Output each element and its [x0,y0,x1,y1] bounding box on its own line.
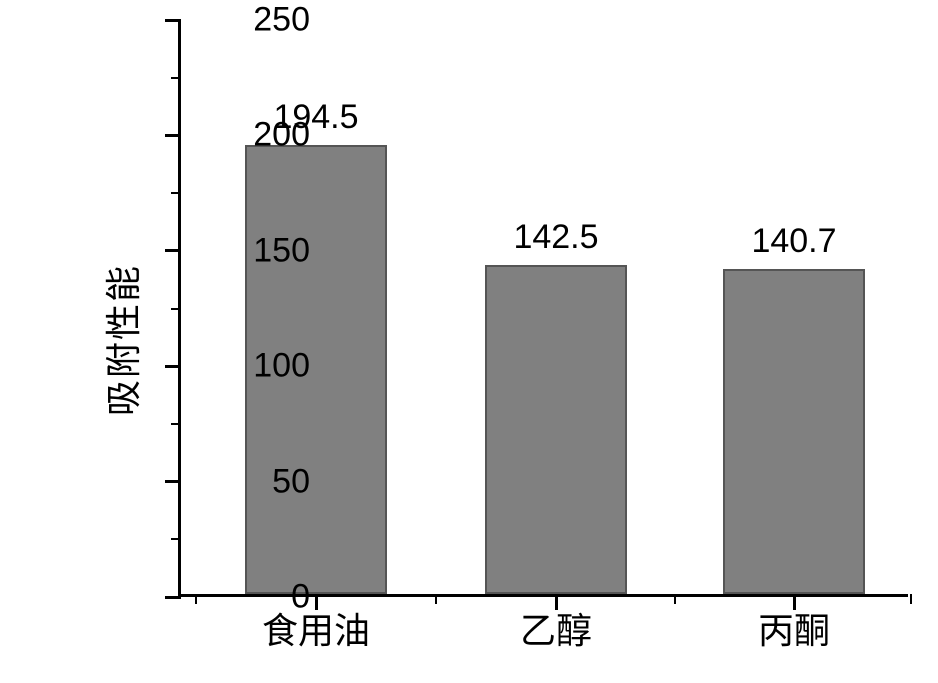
x-tick-minor [674,594,676,604]
y-tick-label: 100 [253,347,310,386]
x-tick-minor [195,594,197,604]
y-tick-label: 0 [291,578,310,617]
y-tick [165,134,181,137]
bar-value-label: 142.5 [513,218,598,257]
plot-area: 食用油194.5乙醇142.5丙酮140.7 [178,20,908,597]
bar [485,265,627,594]
y-tick-label: 200 [253,116,310,155]
x-tick-label: 食用油 [262,602,370,654]
x-tick-minor [910,594,912,604]
y-tick-label: 250 [253,1,310,40]
y-tick-minor [171,423,181,425]
y-tick [165,365,181,368]
y-axis-label: 吸附性能 [95,264,147,416]
y-tick-label: 150 [253,231,310,270]
chart-container: 吸附性能 食用油194.5乙醇142.5丙酮140.7 0 50 100 150 200… [50,20,920,660]
x-tick-label: 乙醇 [520,602,592,654]
y-tick [165,249,181,252]
y-tick [165,596,181,599]
bar-value-label: 140.7 [751,222,836,261]
y-tick-label: 50 [272,462,310,501]
y-tick-minor [171,77,181,79]
y-tick [165,480,181,483]
x-tick-minor [435,594,437,604]
y-tick-minor [171,538,181,540]
bar [723,269,865,594]
y-tick-minor [171,192,181,194]
y-tick [165,19,181,22]
y-tick-minor [171,308,181,310]
x-tick-label: 丙酮 [758,602,830,654]
